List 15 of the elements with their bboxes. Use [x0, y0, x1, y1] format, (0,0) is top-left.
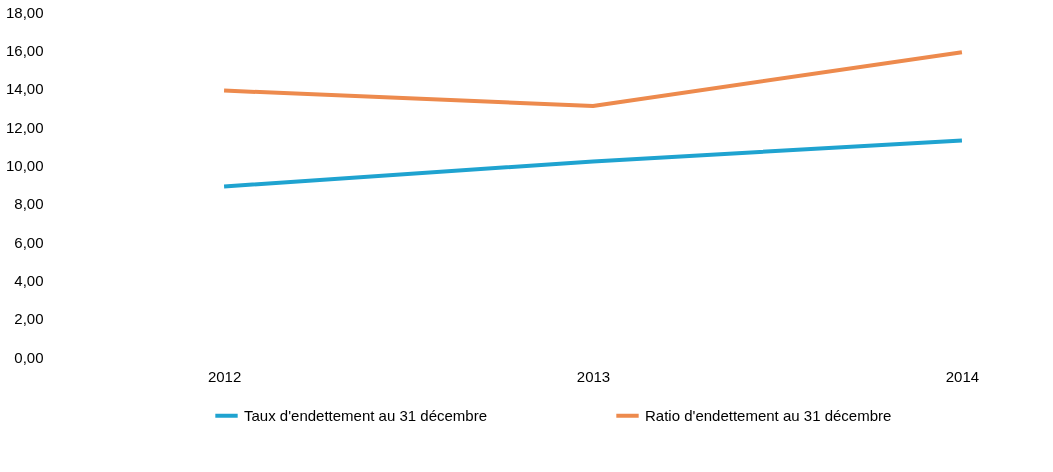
x-tick-label: 2014: [945, 367, 980, 385]
y-tick-label: 6,00: [14, 233, 44, 251]
y-tick-label: 4,00: [14, 271, 44, 289]
y-tick-label: 0,00: [14, 348, 44, 366]
y-tick-label: 10,00: [5, 156, 44, 174]
legend-label: Taux d'endettement au 31 décembre: [244, 406, 488, 424]
x-tick-label: 2013: [576, 367, 611, 385]
legend-label: Ratio d'endettement au 31 décembre: [645, 406, 892, 424]
y-tick-label: 18,00: [5, 3, 44, 21]
y-tick-label: 8,00: [14, 195, 44, 213]
y-tick-label: 16,00: [5, 41, 44, 59]
y-tick-label: 2,00: [14, 310, 44, 328]
y-tick-label: 12,00: [5, 118, 44, 136]
x-tick-label: 2012: [207, 367, 242, 385]
y-tick-label: 14,00: [5, 80, 44, 98]
